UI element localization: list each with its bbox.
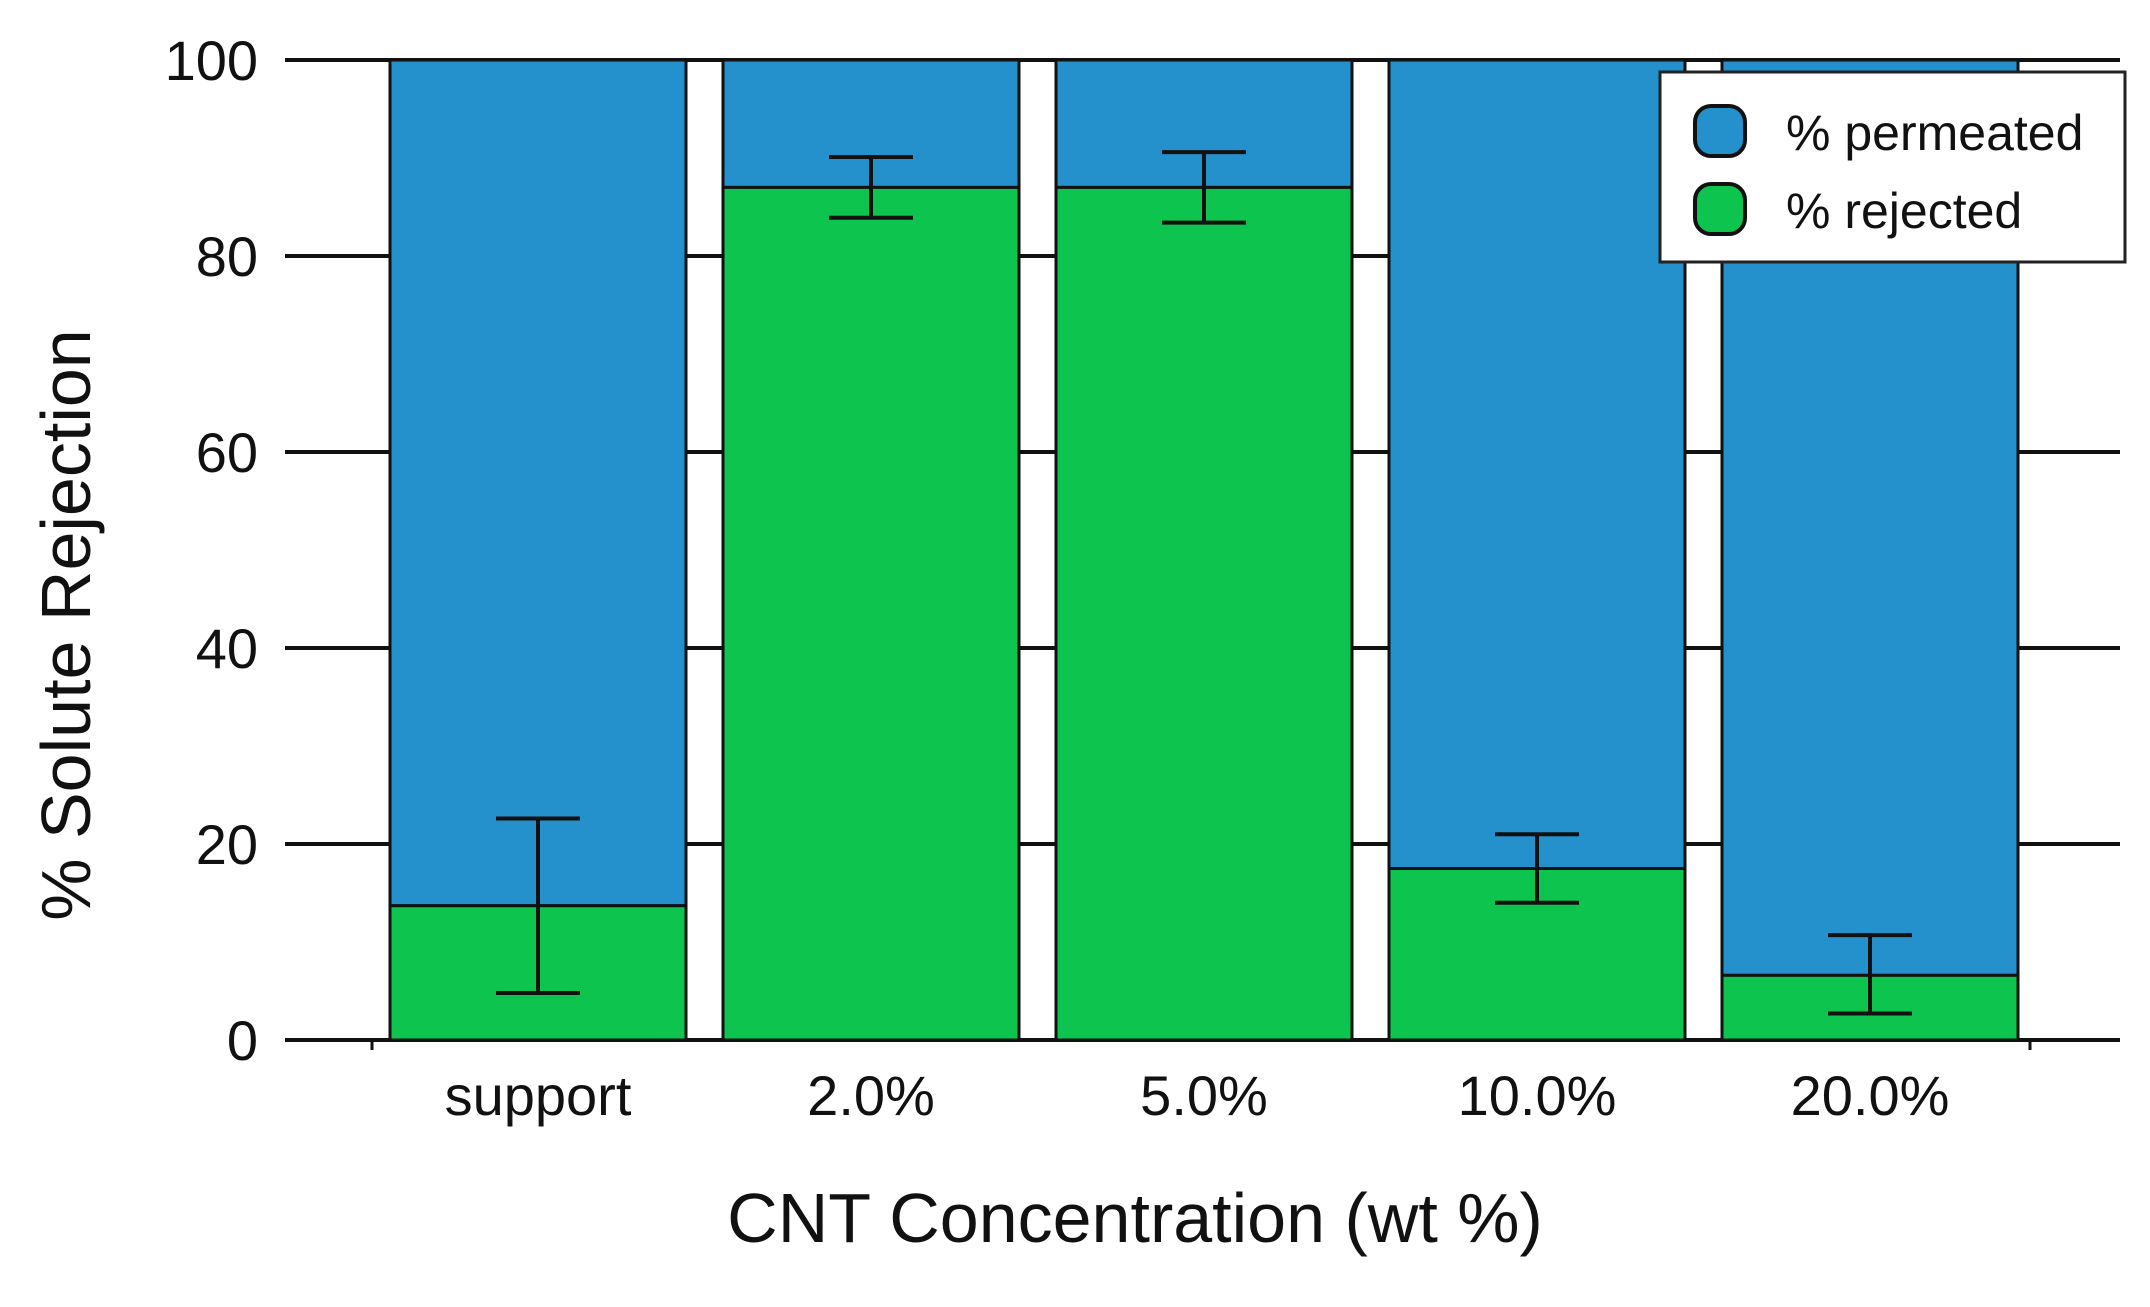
legend-swatch-permeated <box>1693 104 1747 158</box>
y-tick-label-40: 40 <box>196 617 258 680</box>
y-tick-label-80: 80 <box>196 225 258 288</box>
x-tick-label-2: 5.0% <box>1140 1064 1268 1127</box>
bar-rejected-1 <box>721 185 1021 1042</box>
y-tick-label-100: 100 <box>165 29 258 92</box>
x-tick-label-0: support <box>445 1064 632 1127</box>
error-bars <box>496 150 1912 1016</box>
bar-permeated-3 <box>1387 58 1687 870</box>
y-tick-label-60: 60 <box>196 421 258 484</box>
bar-permeated-0 <box>388 58 688 908</box>
x-axis-title: CNT Concentration (wt %) <box>727 1179 1543 1257</box>
y-axis-title: % Solute Rejection <box>27 329 105 920</box>
legend-label-rejected: % rejected <box>1786 183 2022 239</box>
x-tick-label-3: 10.0% <box>1458 1064 1617 1127</box>
axes: 0 20 40 60 80 100 support 2.0% 5.0% 10.0% 20.0% <box>165 29 2032 1127</box>
legend-swatch-rejected <box>1693 182 1747 236</box>
legend-label-permeated: % permeated <box>1786 105 2083 161</box>
legend: % permeated % rejected <box>1658 70 2127 264</box>
bar-rejected-2 <box>1054 185 1354 1042</box>
y-tick-label-0: 0 <box>227 1009 258 1072</box>
x-tick-label-4: 20.0% <box>1791 1064 1950 1127</box>
x-tick-label-1: 2.0% <box>807 1064 935 1127</box>
y-tick-label-20: 20 <box>196 813 258 876</box>
